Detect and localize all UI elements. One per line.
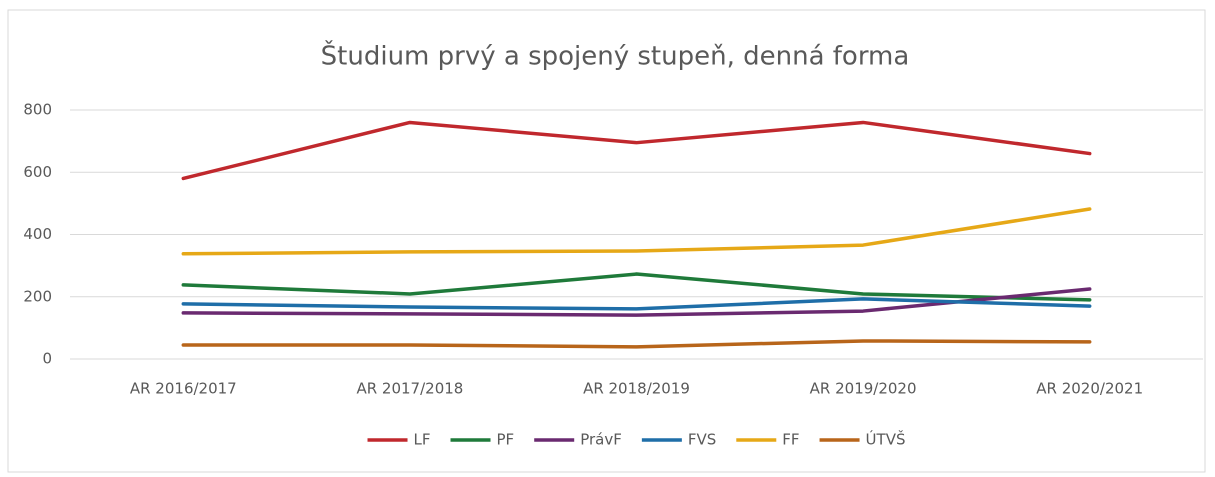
series-line [181, 297, 1092, 311]
series-line [181, 287, 1092, 317]
chart-frame [7, 9, 1206, 473]
y-tick-label: 600 [23, 163, 52, 181]
legend-label: PF [497, 431, 515, 449]
legend-label: FVS [688, 431, 716, 449]
y-tick-label: 0 [42, 350, 52, 368]
x-tick-label: AR 2017/2018 [356, 380, 463, 398]
legend-label: FF [782, 431, 799, 449]
y-tick-label: 200 [23, 287, 52, 305]
x-tick-label: AR 2020/2021 [1036, 380, 1143, 398]
x-tick-label: AR 2016/2017 [130, 380, 237, 398]
series-line [181, 120, 1092, 181]
legend-label: LF [414, 431, 431, 449]
y-tick-label: 800 [23, 101, 52, 119]
legend-label: PrávF [580, 431, 622, 449]
x-tick-label: AR 2019/2020 [810, 380, 917, 398]
chart-title: Študium prvý a spojený stupeň, denná for… [321, 40, 910, 72]
series-line [181, 339, 1092, 349]
series-line [181, 272, 1092, 302]
x-tick-label: AR 2018/2019 [583, 380, 690, 398]
series-line [181, 207, 1092, 256]
y-tick-label: 400 [23, 225, 52, 243]
legend-label: ÚTVŠ [866, 430, 906, 449]
